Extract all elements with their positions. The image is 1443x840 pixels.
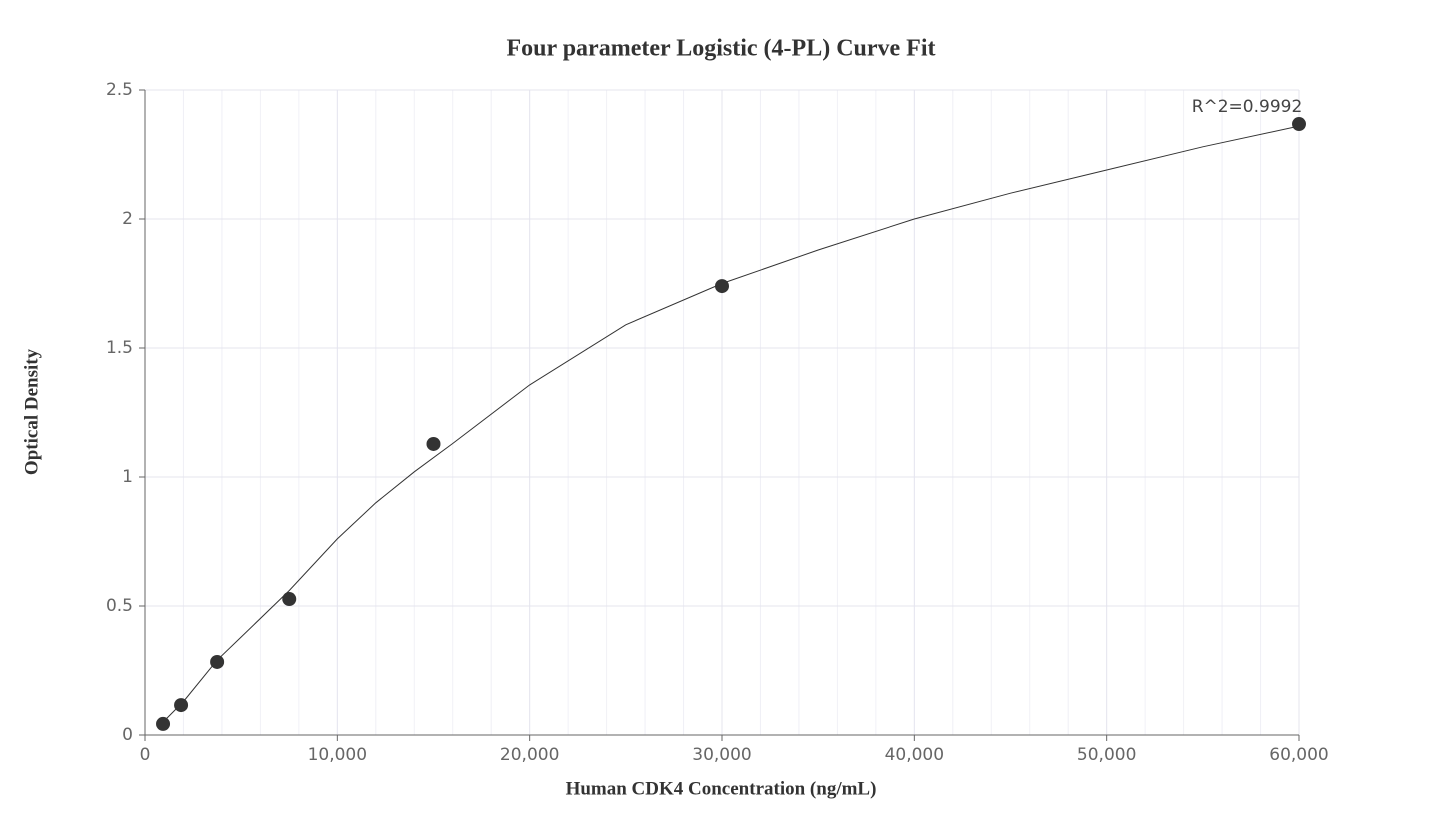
y-tick-label: 0 [122, 725, 133, 745]
y-tick-label: 2 [122, 209, 133, 229]
x-tick-label: 50,000 [1077, 745, 1136, 765]
data-point [156, 716, 171, 731]
data-point [174, 698, 189, 713]
y-tick-label: 1 [122, 467, 133, 487]
data-point [715, 279, 729, 294]
chart-title: Four parameter Logistic (4-PL) Curve Fit [506, 36, 935, 62]
data-point [426, 436, 441, 451]
x-axis-label: Human CDK4 Concentration (ng/mL) [566, 778, 877, 799]
y-tick-label: 1.5 [106, 338, 133, 358]
y-axis-label: Optical Density [21, 348, 42, 475]
data-point [210, 654, 225, 669]
x-tick-label: 60,000 [1269, 745, 1328, 765]
fit-curve [162, 125, 1300, 723]
data-point [1292, 117, 1306, 132]
x-tick-label: 40,000 [885, 745, 944, 765]
x-tick-label: 20,000 [500, 745, 559, 765]
annotation: R^2=0.9992 [1192, 97, 1303, 117]
data-point [282, 592, 297, 607]
x-tick-label: 30,000 [692, 745, 751, 765]
x-tick-label: 10,000 [308, 745, 367, 765]
y-tick-label: 2.5 [106, 80, 133, 100]
x-tick-label: 0 [140, 745, 151, 765]
y-tick-label: 0.5 [106, 596, 133, 616]
